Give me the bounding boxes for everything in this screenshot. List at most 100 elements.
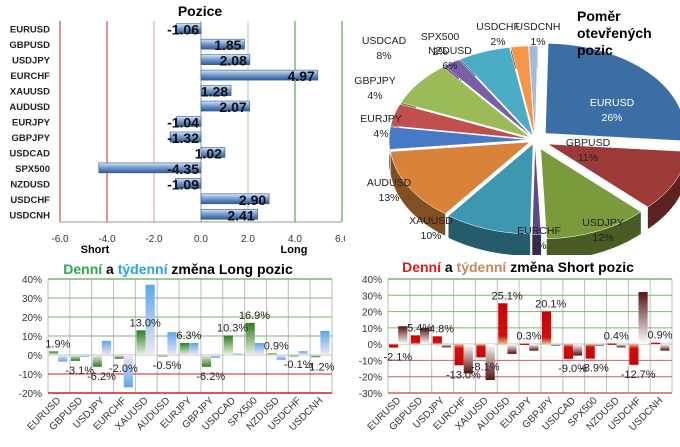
long-chart-title: Denní a týdenní změna Long pozic	[63, 261, 293, 277]
pie-label-spx500: SPX500	[421, 31, 460, 43]
data-label: 1.02	[195, 145, 222, 161]
pie-percent-usdjpy: 12%	[592, 232, 613, 244]
bar-týdenní-eurusd	[398, 326, 408, 345]
pie-slice-xauusd	[448, 143, 534, 235]
bar-denní-eurchf	[114, 355, 124, 359]
pie-percent-usdchf: 2%	[490, 36, 505, 48]
bar-týdenní-usdchf	[638, 292, 648, 345]
pie-label-nzdusd: NZDUSD	[428, 45, 472, 57]
bar-usdcnh	[200, 208, 258, 220]
category-label: USDJPY	[12, 56, 51, 67]
bar-denní-eurjpy	[520, 343, 530, 346]
data-label: -12.7%	[621, 369, 656, 381]
pie-title-line-1: Poměr	[577, 8, 621, 24]
pie-percent-gbpjpy: 4%	[367, 90, 382, 102]
data-label: 1.28	[201, 84, 228, 100]
bar-denní-usdcnh	[311, 355, 321, 358]
title-part: změna Short pozic	[506, 259, 634, 275]
data-label: 5.4%	[407, 322, 432, 334]
x-tick-label: 4.0	[288, 234, 302, 245]
data-label: -0.5%	[153, 360, 182, 372]
title-part: změna Long pozic	[168, 261, 293, 277]
bar-týdenní-audusd	[507, 344, 517, 354]
pie-slice-eurchf	[532, 144, 542, 235]
bar-denní-usdjpy	[92, 355, 102, 367]
bar-týdenní-usdcnh	[660, 344, 670, 351]
y-tick-label: -30%	[359, 389, 382, 400]
x-tick-label: 6.0	[335, 234, 345, 245]
bar-xauusd	[200, 85, 232, 96]
data-label: 25.1%	[491, 290, 522, 302]
bar-denní-spx500	[585, 344, 595, 359]
x-tick-label: -6.0	[51, 234, 69, 245]
bar-denní-xauusd	[136, 330, 146, 355]
pie-label-gbpusd: GBPUSD	[566, 137, 611, 149]
long-annotation: Long	[281, 244, 308, 256]
bar-denní-usdcad	[223, 335, 233, 355]
data-label: -8.9%	[580, 363, 609, 375]
pie-percent-eurusd: 26%	[601, 112, 622, 124]
bar-usdjpy	[200, 54, 251, 65]
y-tick-label: -10%	[19, 370, 42, 381]
data-label: -1.2%	[306, 361, 335, 373]
pie-slice-side	[390, 151, 446, 236]
category-label: EURUSD	[10, 25, 50, 36]
category-label: USDCHF	[10, 195, 50, 206]
pie-title-line-2: otevřených	[577, 25, 652, 41]
category-label: SPX500	[15, 164, 50, 175]
pie-slice-spx500	[444, 59, 532, 137]
pie-slice-eurjpy	[388, 126, 530, 150]
pie-slice-usdjpy	[540, 148, 642, 240]
bar-denní-eurchf	[454, 344, 464, 366]
data-label: 2.08	[220, 53, 247, 69]
pie-percent-eurjpy: 4%	[373, 128, 388, 140]
data-label: 13.0%	[130, 317, 161, 329]
data-label: 2.07	[219, 99, 246, 115]
pie-percent-xauusd: 10%	[420, 230, 441, 242]
data-label: -0.1%	[284, 359, 313, 371]
y-tick-label: -20%	[19, 389, 42, 400]
category-label: AUDUSD	[9, 102, 50, 113]
bar-nzdusd	[175, 178, 202, 189]
positions-chart: Pozice -1.061.852.084.971.282.07-1.04-1.…	[9, 3, 345, 256]
title-part: a	[441, 259, 457, 275]
pie-slice-gbpusd	[546, 143, 680, 208]
bar-denní-xauusd	[476, 344, 486, 358]
category-label: XAUUSD	[10, 87, 50, 98]
bar-denní-nzdusd	[267, 353, 277, 355]
data-label: -1.32	[167, 130, 199, 146]
bar-denní-eurusd	[389, 344, 399, 348]
bar-týdenní-eurjpy	[189, 343, 199, 355]
x-tick-label: -4.0	[98, 234, 116, 245]
bar-usdcad	[200, 147, 226, 158]
category-label: EURJPY	[12, 118, 51, 129]
bar-týdenní-eurchf	[123, 355, 133, 388]
bar-denní-gbpjpy	[541, 311, 552, 345]
bar-eurchf	[200, 69, 319, 81]
category-label: NZDUSD	[10, 179, 50, 190]
bar-týdenní-nzdusd	[276, 355, 286, 360]
y-tick-label: 0%	[368, 340, 383, 351]
bar-týdenní-eurchf	[463, 344, 473, 374]
data-label: 4.97	[288, 68, 315, 84]
title-part: a	[102, 261, 118, 277]
data-label: -1.09	[167, 176, 199, 192]
pie-label-eurchf: EURCHF	[517, 225, 561, 237]
open-positions-pie-chart: EURUSD 26% GBPUSD 11% USDJPY 12% EURCHF 1% XAUUS…	[354, 8, 680, 255]
pie-slice-usdchf	[510, 45, 535, 136]
data-label: 2.41	[227, 207, 254, 223]
y-tick-label: 20%	[22, 313, 42, 324]
y-tick-label: 0%	[28, 351, 43, 362]
data-label: 20.1%	[535, 298, 566, 310]
long-changes-chart: Denní a týdenní změna Long pozic 1.9% -3.…	[19, 261, 335, 433]
pie-slice-eurusd	[545, 43, 680, 141]
bar-denní-spx500	[245, 322, 255, 355]
bar-denní-gbpjpy	[201, 355, 212, 367]
y-tick-label: 40%	[22, 275, 42, 286]
data-label: 0.9%	[647, 330, 672, 342]
data-label: 1.85	[214, 37, 241, 53]
bar-gbpusd	[200, 38, 245, 50]
bar-týdenní-xauusd	[145, 284, 155, 355]
bar-týdenní-spx500	[594, 344, 604, 346]
data-label: -1.04	[167, 115, 199, 131]
